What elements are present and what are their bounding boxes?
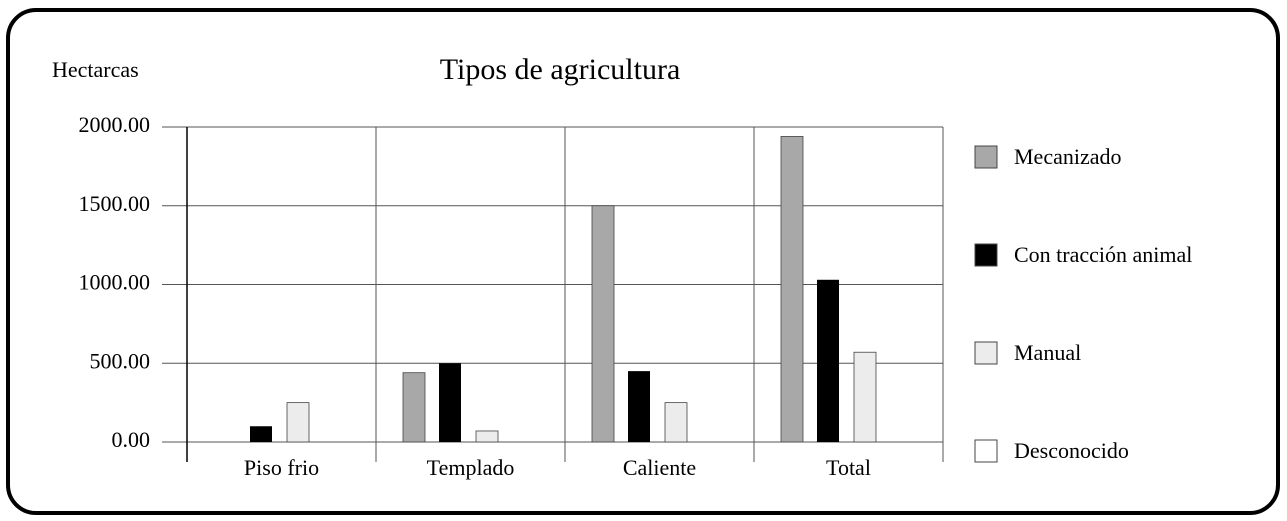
legend-label: Desconocido [1014,438,1129,463]
bar [402,372,426,443]
bar [780,136,804,443]
bar [628,371,650,442]
y-tick-label: 0.00 [112,427,151,452]
legend-swatch [974,243,998,267]
legend-swatch [974,439,998,463]
legend-label: Manual [1014,340,1081,365]
bar [286,402,310,443]
x-tick-label: Templado [427,455,515,480]
y-tick-label: 2000.00 [79,112,151,137]
legend-label: Con tracción animal [1014,242,1192,267]
x-tick-label: Caliente [623,455,696,480]
bar [853,351,877,443]
y-tick-label: 1000.00 [79,270,151,295]
chart-title: Tipos de agricultura [440,53,681,86]
y-axis-label: Hectarcas [52,57,139,82]
x-tick-label: Piso frio [244,455,319,480]
bar [817,279,839,442]
legend-swatch [974,145,998,169]
y-tick-label: 500.00 [90,348,151,373]
bar [475,430,499,443]
bar [591,205,615,443]
legend-swatch [974,341,998,365]
x-tick-label: Total [826,455,871,480]
bar [250,426,272,442]
frame [6,8,1280,515]
y-tick-label: 1500.00 [79,191,151,216]
bar [439,363,461,442]
legend-label: Mecanizado [1014,144,1122,169]
bar [664,402,688,443]
